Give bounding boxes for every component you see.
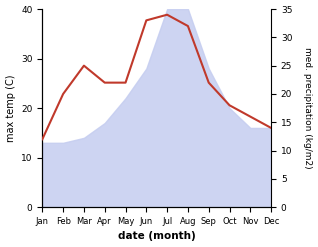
Y-axis label: med. precipitation (kg/m2): med. precipitation (kg/m2) — [303, 47, 313, 169]
X-axis label: date (month): date (month) — [118, 231, 196, 242]
Y-axis label: max temp (C): max temp (C) — [5, 74, 16, 142]
